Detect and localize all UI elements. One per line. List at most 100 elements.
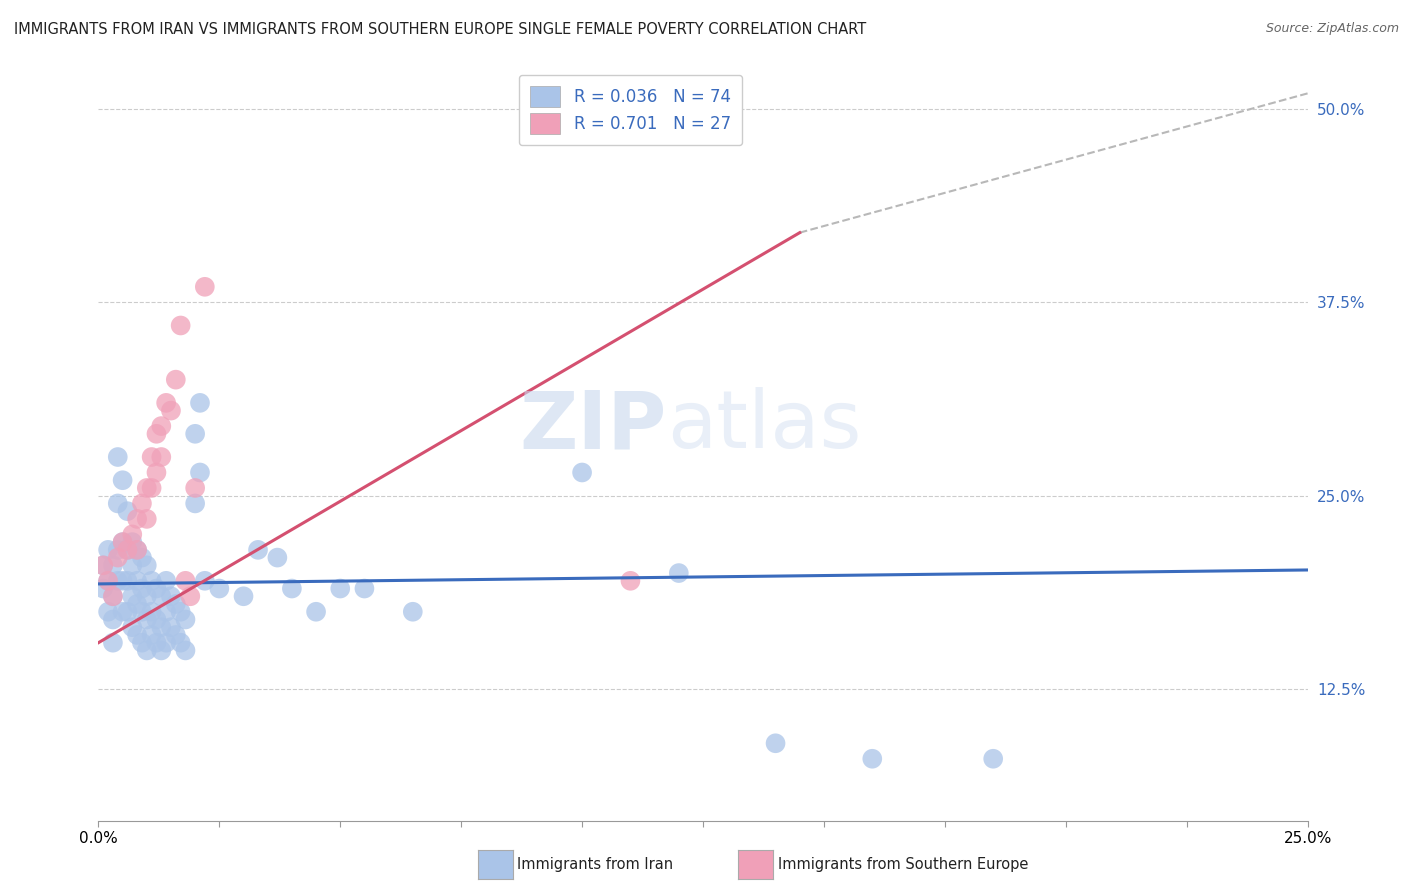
Point	[91, 558, 114, 573]
Point	[155, 396, 177, 410]
Point	[141, 481, 163, 495]
Point	[165, 628, 187, 642]
Point	[155, 636, 177, 650]
Point	[117, 605, 139, 619]
Point	[97, 542, 120, 557]
Point	[165, 373, 187, 387]
Point	[145, 612, 167, 626]
Text: atlas: atlas	[666, 387, 860, 466]
Point	[107, 450, 129, 464]
Legend: R = 0.036   N = 74, R = 0.701   N = 27: R = 0.036 N = 74, R = 0.701 N = 27	[519, 75, 742, 145]
Point	[160, 620, 183, 634]
Point	[131, 582, 153, 596]
Point	[111, 535, 134, 549]
Point	[145, 636, 167, 650]
Point	[127, 512, 149, 526]
Point	[121, 535, 143, 549]
Point	[169, 636, 191, 650]
Point	[131, 496, 153, 510]
Point	[135, 481, 157, 495]
Point	[107, 496, 129, 510]
Point	[402, 605, 425, 619]
Point	[127, 574, 149, 588]
Point	[165, 597, 187, 611]
Point	[174, 643, 197, 657]
Point	[111, 535, 134, 549]
Point	[101, 589, 124, 603]
Point	[121, 558, 143, 573]
Point	[101, 589, 124, 603]
Point	[121, 620, 143, 634]
Text: Immigrants from Southern Europe: Immigrants from Southern Europe	[778, 857, 1028, 871]
Point	[150, 620, 173, 634]
Point	[135, 643, 157, 657]
Point	[111, 605, 134, 619]
Point	[107, 550, 129, 565]
Point	[765, 736, 787, 750]
Point	[184, 426, 207, 441]
Point	[860, 752, 883, 766]
Point	[169, 318, 191, 333]
Point	[117, 542, 139, 557]
Point	[117, 542, 139, 557]
Point	[91, 582, 114, 596]
Point	[111, 473, 134, 487]
Point	[101, 636, 124, 650]
Point	[247, 542, 270, 557]
Point	[281, 582, 304, 596]
Point	[141, 628, 163, 642]
Point	[135, 589, 157, 603]
Point	[145, 466, 167, 480]
Point	[141, 450, 163, 464]
Point	[107, 574, 129, 588]
Point	[135, 558, 157, 573]
Point	[145, 426, 167, 441]
Point	[127, 542, 149, 557]
Point	[127, 542, 149, 557]
Point	[266, 550, 288, 565]
Point	[571, 466, 593, 480]
Point	[329, 582, 352, 596]
Point	[131, 550, 153, 565]
Point	[101, 612, 124, 626]
Point	[101, 558, 124, 573]
Point	[160, 589, 183, 603]
Text: IMMIGRANTS FROM IRAN VS IMMIGRANTS FROM SOUTHERN EUROPE SINGLE FEMALE POVERTY CO: IMMIGRANTS FROM IRAN VS IMMIGRANTS FROM …	[14, 22, 866, 37]
Point	[232, 589, 254, 603]
Point	[188, 396, 211, 410]
Point	[135, 612, 157, 626]
Point	[668, 566, 690, 580]
Point	[97, 574, 120, 588]
Point	[91, 558, 114, 573]
Point	[135, 512, 157, 526]
Point	[97, 605, 120, 619]
Point	[121, 527, 143, 541]
Point	[184, 481, 207, 495]
Point	[111, 574, 134, 588]
Point	[179, 589, 201, 603]
Point	[145, 582, 167, 596]
Point	[97, 574, 120, 588]
Point	[619, 574, 641, 588]
Point	[981, 752, 1004, 766]
Point	[184, 496, 207, 510]
Point	[194, 280, 217, 294]
Point	[174, 574, 197, 588]
Point	[155, 574, 177, 588]
Point	[141, 605, 163, 619]
Text: Immigrants from Iran: Immigrants from Iran	[517, 857, 673, 871]
Point	[174, 612, 197, 626]
Text: Source: ZipAtlas.com: Source: ZipAtlas.com	[1265, 22, 1399, 36]
Point	[169, 605, 191, 619]
Point	[117, 504, 139, 518]
Text: ZIP: ZIP	[519, 387, 666, 466]
Point	[150, 589, 173, 603]
Point	[194, 574, 217, 588]
Point	[160, 403, 183, 417]
Point	[353, 582, 375, 596]
Point	[131, 605, 153, 619]
Point	[127, 628, 149, 642]
Point	[127, 597, 149, 611]
Point	[107, 542, 129, 557]
Point	[305, 605, 328, 619]
